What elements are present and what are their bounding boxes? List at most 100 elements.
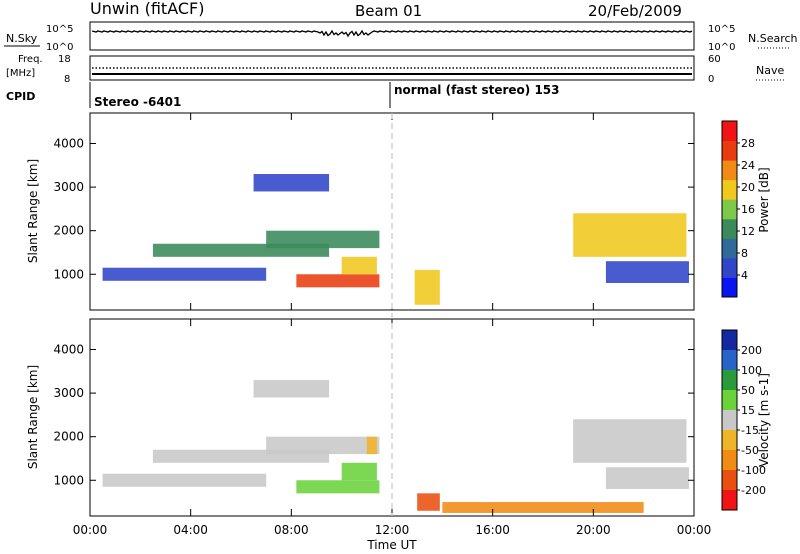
data-region (605, 467, 689, 489)
noise-left-tick-top: 10^5 (46, 24, 73, 35)
colorbar-swatch (722, 140, 737, 161)
y-tick-label: 3000 (53, 180, 84, 194)
velocity-panel: 1000 2000 3000 4000 00:00 04:00 08:00 12:00 16:… (26, 318, 771, 537)
date-title: 20/Feb/2009 (588, 2, 682, 20)
data-region (296, 480, 380, 494)
colorbar-swatch (722, 350, 737, 371)
colorbar-tick-label: -15 (741, 424, 759, 437)
freq-label-1: Freq. (18, 54, 43, 65)
colorbar-frame (721, 329, 738, 511)
y-tick-label: 4000 (53, 137, 84, 151)
colorbar-swatch (722, 277, 737, 298)
x-axis-label: Time UT (366, 538, 417, 552)
colorbar-tick-label: 100 (741, 364, 762, 377)
colorbar-tick-label: 4 (741, 269, 748, 282)
colorbar-tick-label: 16 (741, 203, 755, 216)
colorbar-tick-label: -200 (741, 484, 766, 497)
data-region (341, 256, 377, 275)
data-region (605, 261, 689, 283)
cpid-label: CPID (6, 90, 35, 103)
noise-right-tick-top: 10^5 (708, 24, 735, 35)
freq-left-tick-top: 18 (58, 54, 71, 65)
data-region (102, 473, 267, 487)
data-region (266, 230, 380, 249)
cpid-segment-2: normal (fast stereo) 153 (394, 83, 560, 97)
colorbar-swatch (722, 410, 737, 431)
colorbar-swatch (722, 490, 737, 511)
colorbar-tick-label: 200 (741, 344, 762, 357)
power-panel: 1000 2000 3000 4000 Slant Range [km] 4 8 12 16… (26, 112, 771, 311)
noise-right-label: N.Search (748, 32, 798, 45)
velocity-y-axis: 1000 2000 3000 4000 (53, 343, 694, 487)
colorbar-tick-label: -100 (741, 464, 766, 477)
colorbar-tick-label: 28 (741, 137, 755, 150)
colorbar-swatch (722, 257, 737, 278)
x-tick-label: 20:00 (576, 523, 611, 537)
data-region (366, 436, 377, 455)
velocity-y-axis-label: Slant Range [km] (26, 365, 40, 469)
station-title: Unwin (fitACF) (90, 0, 204, 18)
colorbar-swatch (722, 470, 737, 491)
power-data (102, 174, 689, 305)
noise-panel: N.Sky 10^5 10^0 10^5 10^0 N.Search (4, 21, 798, 53)
x-tick-label: 08:00 (274, 523, 309, 537)
noise-left-label: N.Sky (6, 32, 38, 45)
nave-label: Nave (756, 64, 784, 77)
power-colorbar-label: Power [dB] (757, 167, 771, 232)
colorbar-tick-label: -50 (741, 444, 759, 457)
y-tick-label: 3000 (53, 386, 84, 400)
freq-right-tick-bottom: 0 (708, 74, 714, 85)
colorbar-swatch (722, 121, 737, 142)
noise-trace (91, 29, 693, 38)
velocity-colorbar-label: Velocity [m s-1] (757, 373, 771, 467)
velocity-colorbar: 200 100 50 15 -15 -50 -100 -200 (721, 329, 766, 511)
colorbar-swatch (722, 450, 737, 471)
beam-title: Beam 01 (355, 2, 422, 20)
data-region (253, 174, 330, 192)
y-tick-label: 1000 (53, 473, 84, 487)
power-y-axis-label: Slant Range [km] (26, 159, 40, 263)
velocity-data (102, 380, 689, 513)
colorbar-tick-label: 50 (741, 384, 755, 397)
y-tick-label: 2000 (53, 224, 84, 238)
colorbar-swatch (722, 160, 737, 181)
freq-label-2: [MHz] (6, 68, 35, 79)
data-region (102, 267, 267, 281)
y-tick-label: 2000 (53, 430, 84, 444)
x-tick-label: 12:00 (375, 523, 410, 537)
data-region (266, 436, 380, 455)
colorbar-swatch (722, 330, 737, 351)
data-region (442, 502, 644, 513)
cpid-segment-1: Stereo -6401 (94, 95, 181, 109)
colorbar-tick-label: 8 (741, 247, 748, 260)
x-tick-label: 16:00 (475, 523, 510, 537)
data-region (253, 380, 330, 398)
colorbar-swatch (722, 238, 737, 259)
power-y-axis: 1000 2000 3000 4000 (53, 137, 694, 281)
x-tick-label: 04:00 (173, 523, 208, 537)
colorbar-swatch (722, 199, 737, 220)
y-tick-label: 4000 (53, 343, 84, 357)
noise-right-tick-bottom: 10^0 (708, 42, 735, 53)
colorbar-tick-label: 24 (741, 159, 755, 172)
colorbar-swatch (722, 218, 737, 239)
colorbar-swatch (722, 430, 737, 451)
freq-right-tick-top: 60 (708, 54, 721, 65)
freq-left-tick-bottom: 8 (64, 74, 70, 85)
data-region (573, 213, 687, 257)
data-region (296, 274, 380, 288)
colorbar-tick-label: 12 (741, 225, 755, 238)
data-region (417, 493, 440, 511)
colorbar-swatch (722, 370, 737, 391)
velocity-x-axis: 00:00 04:00 08:00 12:00 16:00 20:00 00:00 (73, 319, 712, 537)
power-colorbar: 4 8 12 16 20 24 28 (721, 120, 755, 298)
cpid-panel: CPID Stereo -6401 normal (fast stereo) 1… (6, 82, 560, 109)
freq-panel: Freq. [MHz] 18 8 60 0 Nave (6, 54, 786, 85)
data-region (573, 419, 687, 463)
colorbar-tick-label: 15 (741, 404, 755, 417)
y-tick-label: 1000 (53, 267, 84, 281)
x-tick-label: 00:00 (677, 523, 712, 537)
colorbar-swatch (722, 179, 737, 200)
data-region (341, 462, 377, 481)
